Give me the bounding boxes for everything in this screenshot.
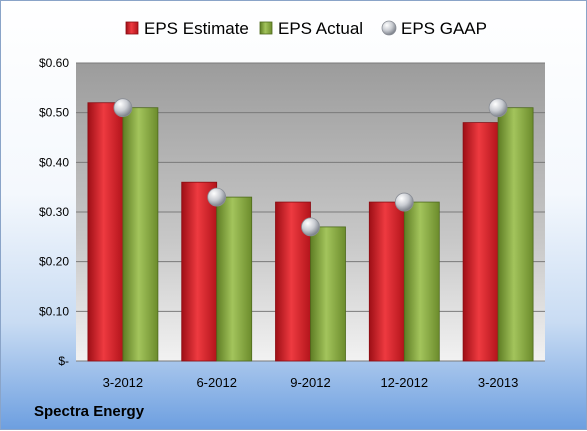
bar-eps-estimate [368, 201, 405, 362]
bars [87, 102, 534, 362]
point-eps-gaap [113, 98, 133, 118]
x-tick-label: 3-2012 [103, 375, 143, 390]
point-eps-gaap [207, 187, 227, 207]
legend-swatch [259, 21, 273, 35]
y-tick-label: $0.10 [39, 304, 69, 318]
point-eps-gaap [394, 192, 414, 212]
legend-label: EPS Estimate [144, 19, 249, 38]
legend-swatch [381, 20, 397, 36]
legend: EPS Estimate EPS Actual EPS GAAP [125, 19, 487, 38]
x-tick-label: 9-2012 [290, 375, 330, 390]
y-tick-label: $0.60 [39, 56, 69, 70]
company-name: Spectra Energy [34, 403, 145, 420]
bar-eps-actual [497, 107, 534, 362]
x-tick-label: 12-2012 [380, 375, 428, 390]
gaap-points [113, 98, 508, 237]
x-tick-label: 6-2012 [196, 375, 236, 390]
y-tick-label: $- [58, 354, 69, 368]
bar-eps-actual [216, 196, 253, 362]
bar-eps-estimate [181, 181, 218, 362]
y-axis: $- $0.10 $0.20 $0.30 $0.40 $0.50 $0.60 [39, 56, 69, 368]
legend-swatch [125, 21, 139, 35]
x-tick-label: 3-2013 [478, 375, 518, 390]
y-tick-label: $0.20 [39, 255, 69, 269]
y-tick-label: $0.40 [39, 155, 69, 169]
point-eps-gaap [301, 217, 320, 237]
y-tick-label: $0.50 [39, 106, 69, 120]
bar-eps-actual [403, 201, 440, 362]
point-eps-gaap [488, 98, 508, 118]
y-tick-label: $0.30 [39, 205, 69, 219]
bar-eps-estimate [87, 102, 124, 362]
bar-eps-actual [310, 226, 346, 362]
legend-label: EPS Actual [278, 19, 363, 38]
legend-label: EPS GAAP [401, 19, 487, 38]
x-axis: 3-2012 6-2012 9-2012 12-2012 3-2013 [103, 375, 519, 390]
bar-eps-actual [122, 107, 159, 362]
bar-eps-estimate [462, 122, 499, 362]
